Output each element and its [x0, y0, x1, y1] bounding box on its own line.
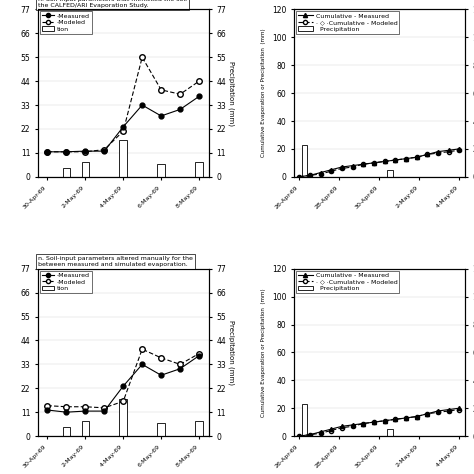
Bar — [119, 140, 127, 177]
Bar — [119, 399, 127, 436]
Y-axis label: Precipitation (mm): Precipitation (mm) — [228, 61, 234, 126]
Y-axis label: Cumulative Evaporation or Precipitation  (mm): Cumulative Evaporation or Precipitation … — [261, 29, 266, 157]
Bar — [82, 162, 89, 177]
Bar — [157, 164, 165, 177]
Legend: -Measured, -Modeled, tion: -Measured, -Modeled, tion — [40, 11, 91, 34]
Text: n. Soil-input parameters that mimicked the soil
the CALFED/ARI Evaporation Study: n. Soil-input parameters that mimicked t… — [38, 0, 187, 8]
Bar — [157, 423, 165, 436]
Bar — [195, 162, 203, 177]
Y-axis label: Cumulative Evaporation or Precipitation  (mm): Cumulative Evaporation or Precipitation … — [261, 288, 266, 417]
Bar — [302, 404, 307, 436]
Legend: Cumulative - Measured, · ◇ ·Cumulative - Modeled,   Precipitation: Cumulative - Measured, · ◇ ·Cumulative -… — [296, 11, 400, 34]
Text: n. Soil-input parameters altered manually for the
between measured and simulated: n. Soil-input parameters altered manuall… — [38, 256, 193, 267]
Bar — [195, 421, 203, 436]
Bar — [63, 168, 70, 177]
Bar — [302, 145, 307, 177]
Y-axis label: Precipitation (mm): Precipitation (mm) — [228, 320, 234, 385]
Bar — [387, 170, 392, 177]
Legend: -Measured, -Modeled, tion: -Measured, -Modeled, tion — [40, 271, 91, 293]
Legend: Cumulative - Measured, · ◇ ·Cumulative - Modeled,   Precipitation: Cumulative - Measured, · ◇ ·Cumulative -… — [296, 271, 400, 293]
Bar — [63, 428, 70, 436]
Bar — [387, 429, 392, 436]
Bar — [82, 421, 89, 436]
